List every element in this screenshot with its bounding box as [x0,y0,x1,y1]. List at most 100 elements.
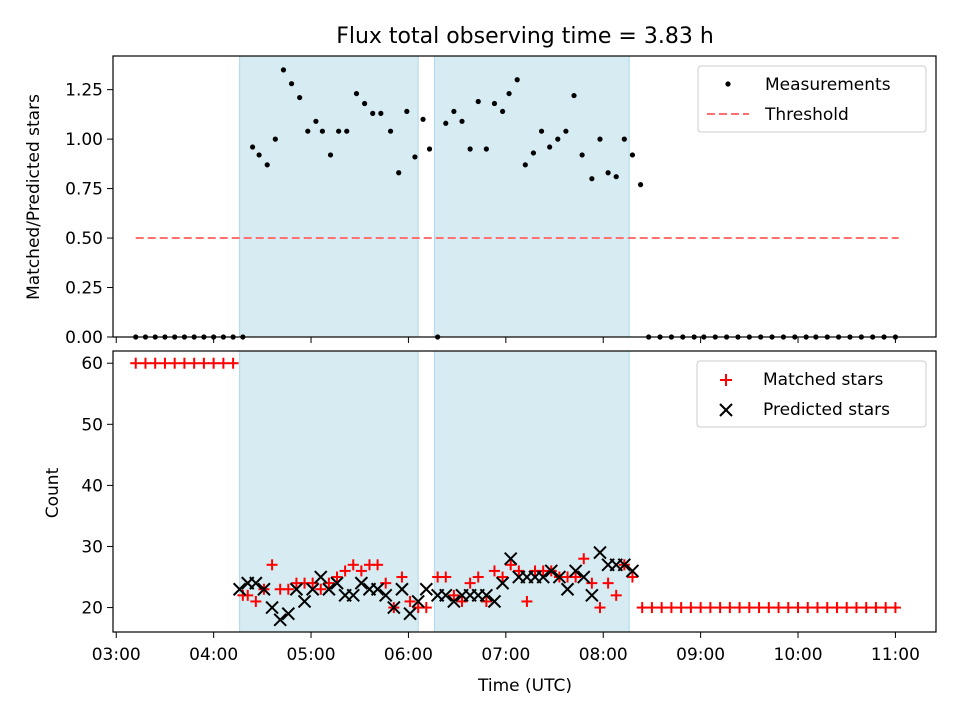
matched-star-point [704,602,716,614]
matched-star-point [594,602,606,614]
matched-star-point [782,602,794,614]
x-tick-label: 03:00 [92,645,141,665]
measurement-point [272,136,278,142]
x-tick-label: 11:00 [871,645,920,665]
matched-star-point [812,602,824,614]
measurement-point [597,136,603,142]
measurement-point [637,182,644,188]
matched-star-point [821,602,833,614]
matched-star-point [420,602,432,614]
predicted-star-point [297,594,312,609]
matched-star-point [149,357,161,369]
x-axis-label: Time (UTC) [477,676,572,696]
matched-star-point [331,571,343,583]
predicted-star-point [273,613,287,627]
measurement-point [362,100,368,107]
y-tick-label: 0.00 [65,328,103,348]
measurement-point [336,128,342,134]
measurement-point [297,94,303,101]
matched-star-point [169,357,181,369]
predicted-star-point [257,582,271,596]
matched-star-point [130,357,142,369]
top-panel: 0.00 0.25 0.50 0.75 1.00 1.25 Matched/Predict… [24,55,937,348]
predicted-star-point [625,564,640,578]
measurement-point [514,77,520,83]
x-tick-label: 10:00 [774,645,823,665]
matched-star-point [198,357,210,369]
measurement-point [579,152,585,158]
predicted-star-point [447,594,461,609]
measurement-point [475,98,481,105]
x-tick-label: 08:00 [579,645,628,665]
y-tick-label: 30 [81,537,103,557]
matched-star-point [380,577,392,589]
measurement-point [327,152,334,158]
predicted-star-point [370,582,385,596]
measurement-point [305,128,311,134]
x-tick-label: 04:00 [189,645,238,665]
matched-star-point [217,357,229,369]
predicted-star-point [585,588,599,603]
matched-star-point [250,595,262,607]
predicted-star-point [305,582,320,596]
measurement-point [353,90,360,97]
predicted-star-point [346,588,360,603]
legend-matched-label: Matched stars [763,370,883,390]
y-tick-label: 20 [81,599,103,619]
matched-star-point [227,357,239,369]
predicted-star-point [330,576,344,590]
matched-star-point [743,602,755,614]
top-y-ticks: 0.00 0.25 0.50 0.75 1.00 1.25 [65,81,113,348]
matched-star-point [242,589,254,601]
measurement-point [506,90,512,97]
measurement-point [555,136,561,142]
predicted-star-point [617,558,632,572]
matched-star-point [456,595,468,607]
predicted-star-point [232,582,247,596]
shaded-interval [433,55,630,338]
measurement-point [420,116,426,122]
predicted-stars-points [232,545,640,627]
top-x-ticks [115,337,896,343]
x-tick-label: 07:00 [481,645,530,665]
matched-star-point [626,571,638,583]
bottom-y-ticks: 20 30 40 50 60 [81,354,113,619]
legend-measurements-marker [725,81,731,87]
matched-star-point [440,571,452,583]
matched-star-point [139,357,151,369]
measurement-point [522,162,528,168]
measurement-point [563,128,569,134]
matched-star-point [404,595,416,607]
y-tick-label: 1.00 [65,130,103,150]
matched-star-point [802,602,814,614]
predicted-star-point [395,582,409,596]
predicted-star-point [503,551,518,566]
matched-star-point [831,602,843,614]
measurement-point [589,176,595,182]
measurement-point [629,152,636,158]
matched-star-point [850,602,862,614]
y-tick-label: 1.25 [65,81,103,101]
measurement-point [412,154,418,160]
chart-title: Flux total observing time = 3.83 h [336,24,714,49]
y-tick-label: 0.25 [65,279,103,299]
measurement-point [378,110,384,116]
y-tick-label: 40 [81,476,103,496]
measurement-point [264,162,270,168]
bottom-plot-frame [112,350,937,633]
matched-star-point [472,571,484,583]
predicted-star-point [577,570,591,584]
x-tick-label: 06:00 [384,645,433,665]
top-legend-box [697,65,927,133]
measurement-point [288,81,295,87]
measurement-point [538,128,545,134]
x-tick-label: 09:00 [676,645,725,665]
x-tick-label: 05:00 [287,645,336,665]
matched-star-point [488,565,500,577]
matched-star-point [724,602,736,614]
matched-star-point [610,589,622,601]
matched-star-point [178,357,190,369]
matched-star-point [513,565,525,577]
legend-measurements-label: Measurements [765,75,891,95]
measurement-point [404,108,410,115]
